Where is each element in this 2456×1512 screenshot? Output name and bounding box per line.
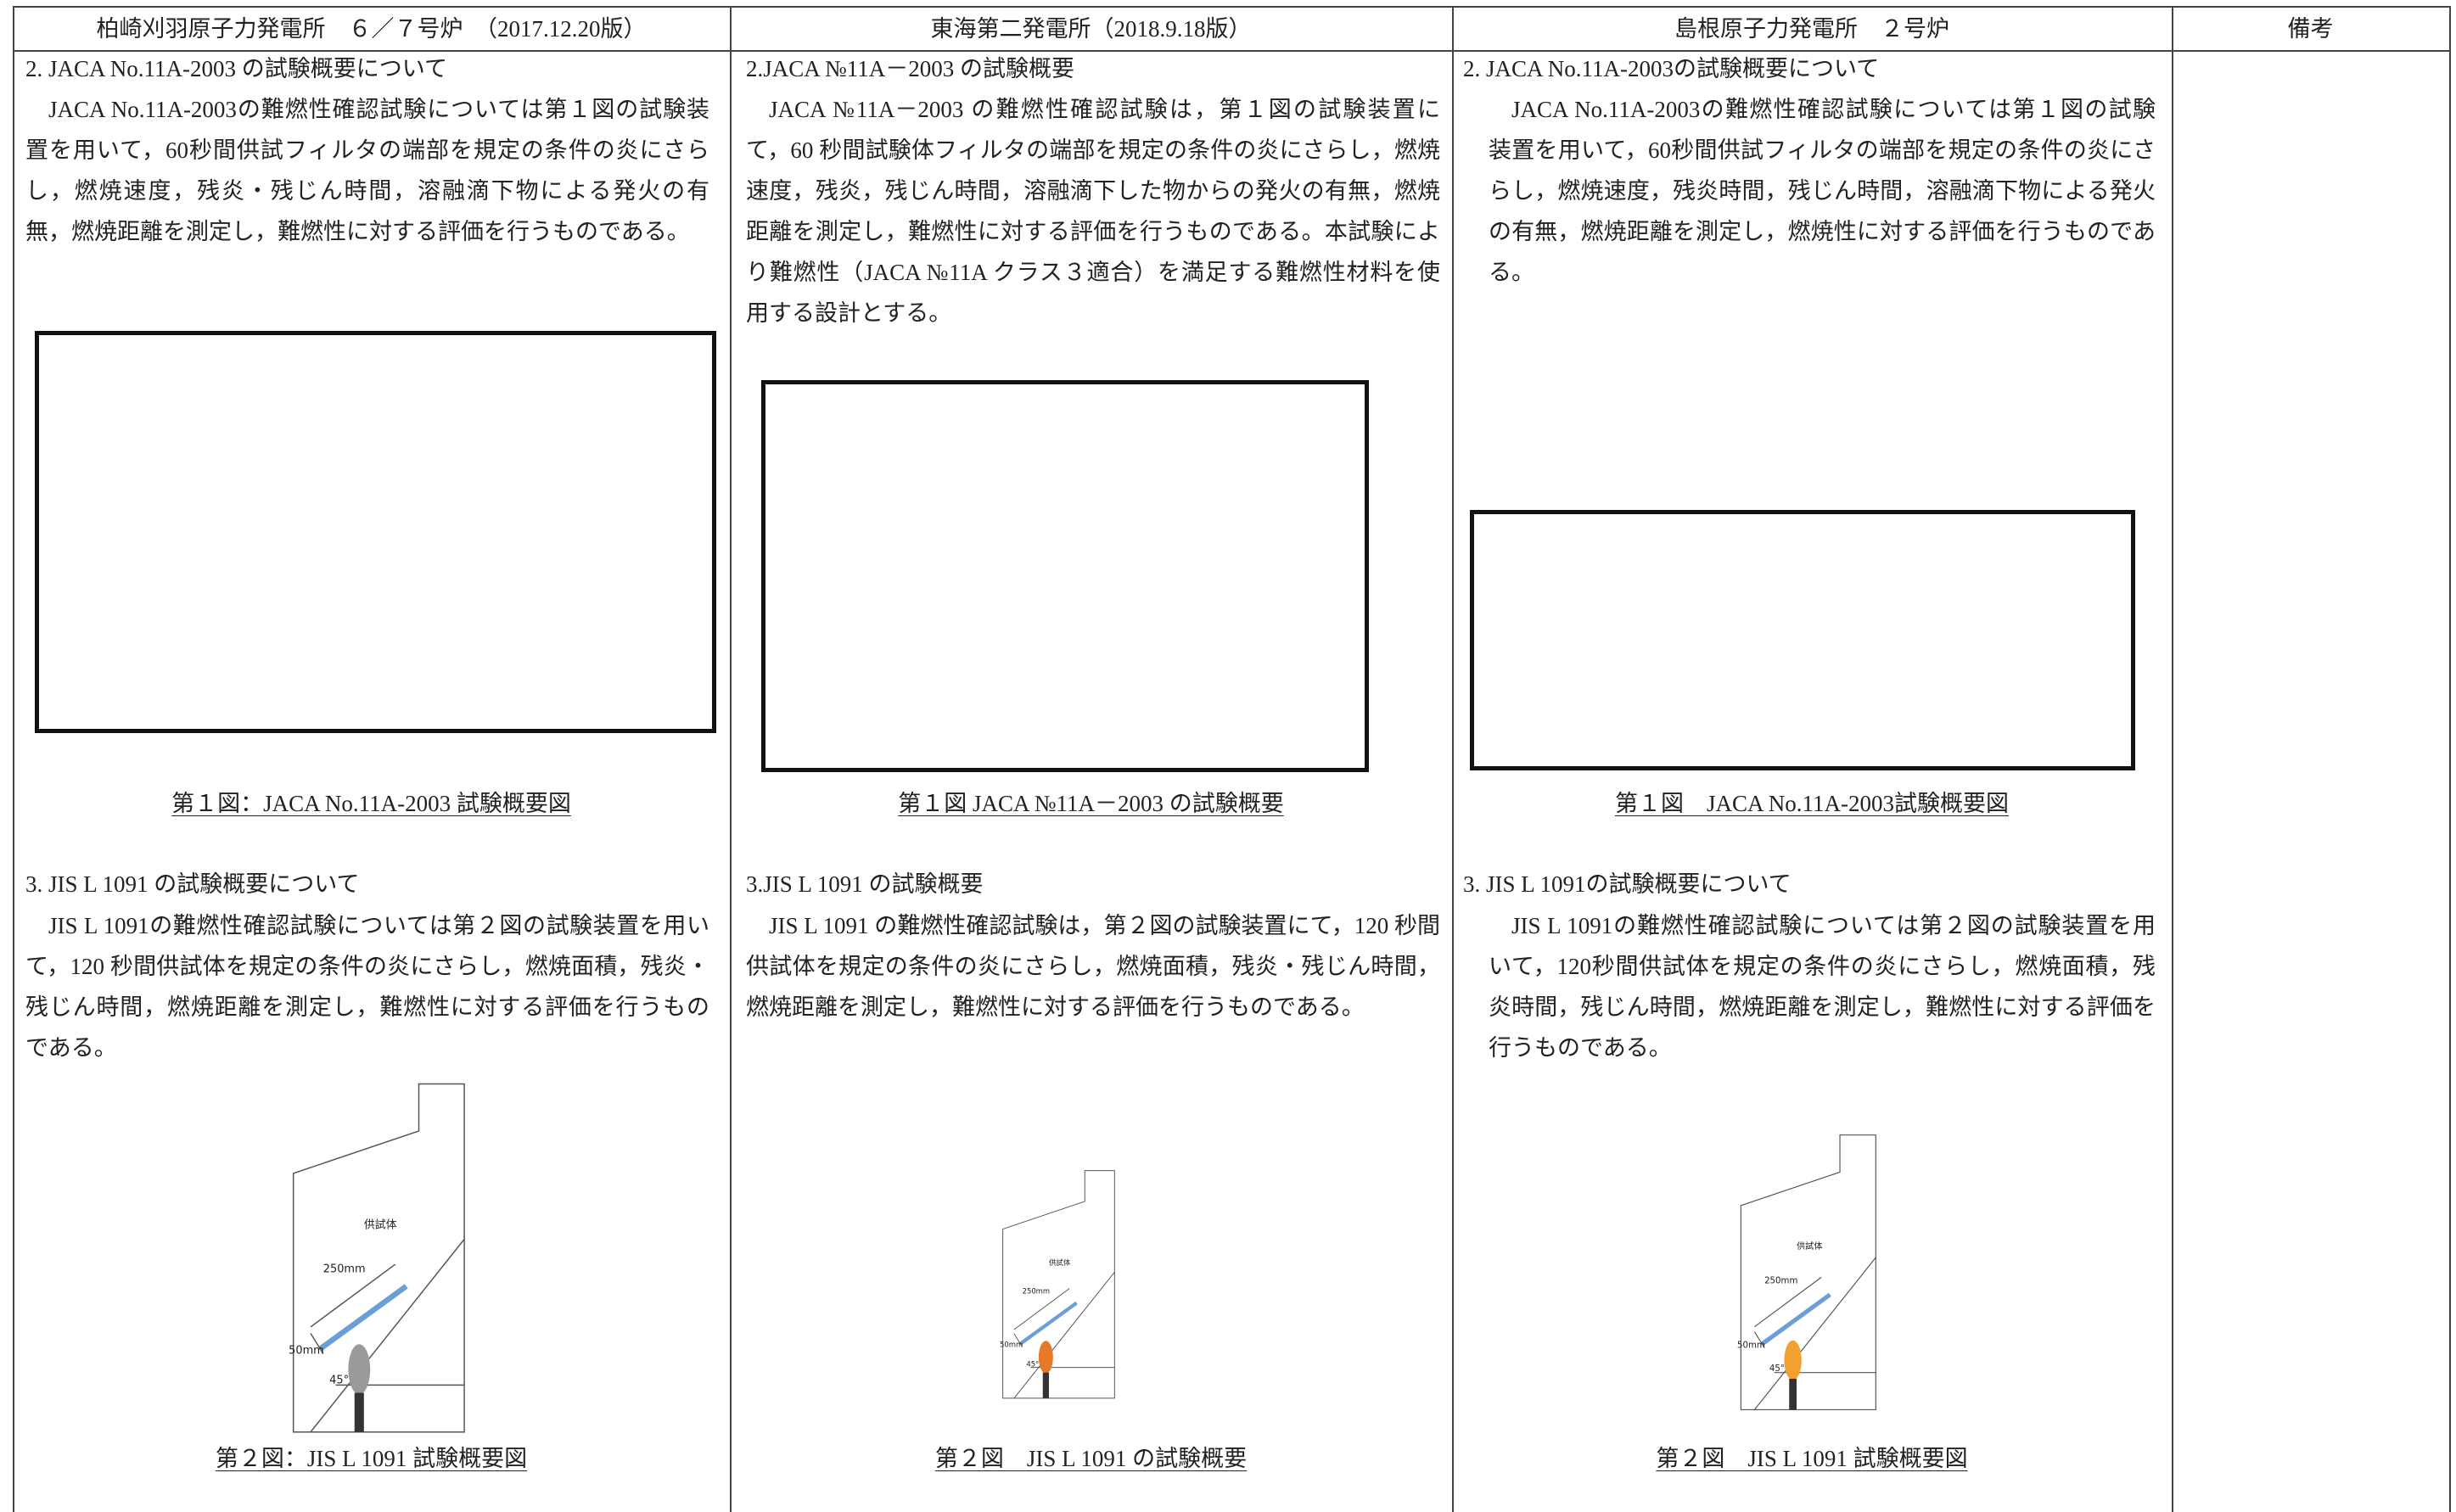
- header-cell: 柏崎刈羽原子力発電所 ６／７号炉 （2017.12.20版）: [96, 16, 647, 42]
- column-border: [2172, 6, 2173, 1512]
- dimension-line: [1753, 1331, 1765, 1348]
- section-title: 2.JACA №11A－2003 の試験概要: [746, 56, 1075, 81]
- header-cell: 東海第二発電所（2018.9.18版）: [930, 16, 1252, 42]
- figure-caption: 第２図：JIS L 1091 試験概要図: [215, 1446, 528, 1471]
- diagram-label: 供試体: [1049, 1258, 1071, 1267]
- figure-caption: 第１図 JACA №11A－2003 の試験概要: [898, 791, 1284, 816]
- section-text: JIS L 1091 の難燃性確認試験は，第２図の試験装置にて，120 秒間供試…: [746, 913, 1440, 1020]
- diagram-label: 45°: [1026, 1359, 1039, 1368]
- apparatus-outline: [1002, 1170, 1115, 1399]
- header-cell: 島根原子力発電所 ２号炉: [1674, 16, 1949, 42]
- column-border: [13, 6, 14, 1512]
- diagram-label: 供試体: [1797, 1240, 1823, 1252]
- flame: [1784, 1340, 1802, 1380]
- dimension-line: [1013, 1333, 1023, 1347]
- figure-caption: 第２図 JIS L 1091 の試験概要: [934, 1446, 1248, 1471]
- section-text: JIS L 1091の難燃性確認試験については第２図の試験装置を用いて，120 …: [25, 913, 709, 1061]
- figure-placeholder: [761, 380, 1369, 772]
- dimension-line: [1754, 1276, 1822, 1328]
- table-border: [13, 6, 2449, 8]
- diagram-label: 50mm: [289, 1344, 324, 1357]
- diagram-label: 供試体: [364, 1218, 397, 1232]
- diagram-label: 45°: [329, 1374, 349, 1386]
- section-title: 3. JIS L 1091の試験概要について: [1463, 871, 1792, 897]
- diagonal: [1013, 1271, 1115, 1399]
- header-cell: 備考: [2287, 16, 2334, 42]
- diagram-label: 250mm: [323, 1263, 366, 1275]
- section-title: 2. JACA No.11A-2003 の試験概要について: [25, 56, 447, 81]
- dimension-line: [310, 1332, 324, 1354]
- diagram-label: 45°: [1769, 1364, 1785, 1374]
- diagram-label: 50mm: [1000, 1341, 1023, 1349]
- specimen: [1760, 1292, 1831, 1347]
- diagram-label: 250mm: [1764, 1277, 1797, 1286]
- section-title: 3. JIS L 1091 の試験概要について: [25, 871, 360, 897]
- section-text: JIS L 1091の難燃性確認試験については第２図の試験装置を用いて，120秒…: [1489, 913, 2156, 1061]
- burner: [354, 1392, 364, 1432]
- apparatus-outline: [1740, 1134, 1876, 1410]
- dimension-line: [310, 1263, 396, 1328]
- figure-caption: 第１図 JACA No.11A-2003試験概要図: [1614, 791, 2009, 816]
- section-title: 2. JACA No.11A-2003の試験概要について: [1463, 56, 1880, 81]
- diagram-label: 250mm: [1023, 1287, 1051, 1296]
- section-text: JACA No.11A-2003の難燃性確認試験については第１図の試験装置を用い…: [1489, 97, 2156, 285]
- test-apparatus-diagram: 供試体 250mm 50mm 45°: [1737, 1134, 1876, 1410]
- apparatus-outline: [292, 1083, 465, 1433]
- dimension-line: [1013, 1288, 1070, 1330]
- diagonal: [1753, 1257, 1876, 1410]
- figure-placeholder: [35, 331, 716, 733]
- section-title: 3.JIS L 1091 の試験概要: [746, 871, 984, 897]
- section-text: JACA No.11A-2003の難燃性確認試験については第１図の試験装置を用い…: [25, 97, 709, 244]
- header-border: [13, 50, 2449, 52]
- specimen: [318, 1284, 408, 1352]
- burner: [1789, 1378, 1797, 1410]
- figure-caption: 第２図 JIS L 1091 試験概要図: [1656, 1446, 1968, 1471]
- flame: [1038, 1341, 1053, 1374]
- test-apparatus-diagram: 供試体 250mm 50mm 45°: [289, 1083, 465, 1433]
- burner: [1042, 1372, 1049, 1398]
- figure-caption: 第１図：JACA No.11A-2003 試験概要図: [171, 791, 571, 816]
- column-border: [730, 6, 732, 1512]
- diagram-label: 50mm: [1737, 1341, 1765, 1351]
- column-border: [1452, 6, 1454, 1512]
- figure-placeholder: [1470, 510, 2135, 770]
- test-apparatus-diagram: 供試体 250mm 50mm 45°: [1000, 1170, 1115, 1399]
- column-border: [2449, 6, 2451, 1512]
- flame: [348, 1344, 371, 1395]
- section-text: JACA №11A－2003 の難燃性確認試験は，第１図の試験装置にて，60 秒…: [746, 97, 1440, 326]
- specimen: [1018, 1301, 1078, 1346]
- diagonal: [310, 1239, 465, 1433]
